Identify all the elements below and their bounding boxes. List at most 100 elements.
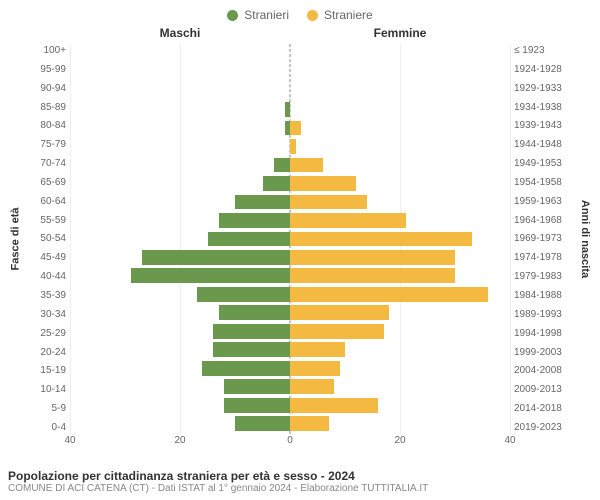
yaxis-left-tick: 75-79	[22, 139, 66, 150]
bar-female	[290, 305, 389, 320]
yaxis-left-tick: 10-14	[22, 384, 66, 395]
bar-row	[70, 285, 510, 303]
bar-male	[224, 398, 290, 413]
yaxis-left-tick: 0-4	[22, 422, 66, 433]
yaxis-right-tick: 1989-1993	[514, 309, 578, 320]
bar-female	[290, 342, 345, 357]
bar-row	[70, 341, 510, 359]
bar-male	[208, 232, 291, 247]
bar-female	[290, 361, 340, 376]
bar-female	[290, 250, 455, 265]
bar-female	[290, 176, 356, 191]
legend-swatch-female	[307, 10, 318, 21]
bar-row	[70, 137, 510, 155]
column-header-female: Femmine	[290, 26, 510, 44]
bar-male	[142, 250, 291, 265]
yaxis-right-tick: 2019-2023	[514, 422, 578, 433]
yaxis-right-tick: 1999-2003	[514, 347, 578, 358]
yaxis-right-tick: 1954-1958	[514, 177, 578, 188]
bar-row	[70, 396, 510, 414]
bar-row	[70, 100, 510, 118]
bar-row	[70, 63, 510, 81]
yaxis-left-tick: 80-84	[22, 120, 66, 131]
bar-male	[263, 176, 291, 191]
bar-male	[202, 361, 290, 376]
yaxis-left-tick: 100+	[22, 45, 66, 56]
bar-row	[70, 377, 510, 395]
chart-subtitle: COMUNE DI ACI CATENA (CT) - Dati ISTAT a…	[8, 483, 592, 494]
population-pyramid-chart: Stranieri Straniere Maschi Femmine Fasce…	[0, 0, 600, 500]
chart-title: Popolazione per cittadinanza straniera p…	[8, 469, 592, 483]
plot-area	[70, 44, 510, 434]
yaxis-right-tick: 1959-1963	[514, 196, 578, 207]
yaxis-left: 100+95-9990-9485-8980-8475-7970-7465-696…	[22, 44, 70, 434]
bar-female	[290, 232, 472, 247]
yaxis-left-tick: 40-44	[22, 271, 66, 282]
bar-male	[235, 195, 290, 210]
bar-female	[290, 416, 329, 431]
bar-female	[290, 195, 367, 210]
bar-male	[219, 305, 291, 320]
xaxis-tick: 20	[174, 435, 185, 446]
bar-male	[213, 324, 290, 339]
bar-row	[70, 45, 510, 63]
legend-label-male: Stranieri	[244, 8, 289, 22]
bar-female	[290, 398, 378, 413]
yaxis-right-tick: 1934-1938	[514, 102, 578, 113]
yaxis-title-right: Anni di nascita	[578, 44, 592, 434]
xaxis: 402002040	[70, 434, 510, 452]
yaxis-left-tick: 70-74	[22, 158, 66, 169]
yaxis-right-tick: ≤ 1923	[514, 45, 578, 56]
yaxis-left-tick: 35-39	[22, 290, 66, 301]
legend-item-male: Stranieri	[227, 8, 289, 22]
bar-female	[290, 268, 455, 283]
bar-male	[274, 158, 291, 173]
column-header-male: Maschi	[70, 26, 290, 44]
yaxis-left-tick: 5-9	[22, 403, 66, 414]
bar-row	[70, 174, 510, 192]
yaxis-right-tick: 1984-1988	[514, 290, 578, 301]
yaxis-right-tick: 1979-1983	[514, 271, 578, 282]
yaxis-left-tick: 65-69	[22, 177, 66, 188]
yaxis-right-tick: 1964-1968	[514, 215, 578, 226]
yaxis-left-tick: 60-64	[22, 196, 66, 207]
bar-row	[70, 230, 510, 248]
bar-male	[219, 213, 291, 228]
plot-row: Fasce di età 100+95-9990-9485-8980-8475-…	[8, 44, 592, 434]
yaxis-right-tick: 1994-1998	[514, 328, 578, 339]
xaxis-tick: 0	[287, 435, 293, 446]
yaxis-right-tick: 1949-1953	[514, 158, 578, 169]
bar-female	[290, 139, 296, 154]
xaxis-tick: 20	[394, 435, 405, 446]
xaxis-row: 40 20 0 20 40	[8, 434, 592, 452]
legend-label-female: Straniere	[324, 8, 373, 22]
bar-male	[213, 342, 290, 357]
xaxis-tick: 40	[64, 435, 75, 446]
bar-row	[70, 267, 510, 285]
bar-row	[70, 248, 510, 266]
bar-row	[70, 156, 510, 174]
bar-row	[70, 304, 510, 322]
yaxis-left-tick: 85-89	[22, 102, 66, 113]
legend-swatch-male	[227, 10, 238, 21]
yaxis-right-tick: 1969-1973	[514, 233, 578, 244]
yaxis-right: ≤ 19231924-19281929-19331934-19381939-19…	[510, 44, 578, 434]
yaxis-right-tick: 2014-2018	[514, 403, 578, 414]
yaxis-right-tick: 1929-1933	[514, 83, 578, 94]
yaxis-left-tick: 50-54	[22, 233, 66, 244]
bar-row	[70, 322, 510, 340]
yaxis-left-tick: 30-34	[22, 309, 66, 320]
xaxis-tick: 40	[504, 435, 515, 446]
bar-row	[70, 211, 510, 229]
bar-female	[290, 324, 384, 339]
bar-row	[70, 82, 510, 100]
bar-female	[290, 379, 334, 394]
yaxis-left-tick: 15-19	[22, 365, 66, 376]
yaxis-right-tick: 2009-2013	[514, 384, 578, 395]
chart-footer: Popolazione per cittadinanza straniera p…	[8, 469, 592, 494]
yaxis-title-left: Fasce di età	[8, 44, 22, 434]
yaxis-right-tick: 1939-1943	[514, 120, 578, 131]
column-headers: Maschi Femmine	[8, 26, 592, 44]
yaxis-left-tick: 25-29	[22, 328, 66, 339]
yaxis-right-tick: 1974-1978	[514, 252, 578, 263]
